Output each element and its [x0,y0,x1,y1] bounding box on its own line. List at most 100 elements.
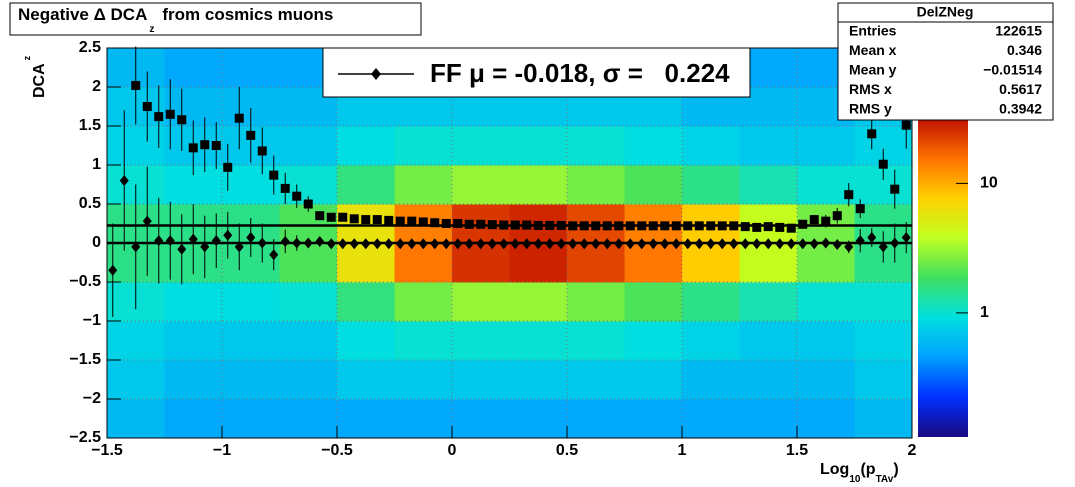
square-marker [533,220,543,230]
diamond-marker [556,238,566,250]
square-marker [694,221,704,231]
color-bar [918,118,968,437]
square-marker [867,129,877,139]
title-box [9,2,422,36]
heat-cell [797,399,855,439]
square-marker [706,221,716,231]
square-marker [786,223,796,233]
heat-cell [682,282,740,322]
diamond-marker [257,237,267,249]
heat-cell [509,399,568,439]
diamond-marker [855,235,865,247]
square-marker [660,221,670,231]
diamond-marker [142,215,152,227]
heat-cell [682,126,740,166]
diamond-marker [131,241,141,253]
stats-value: 0.346 [1007,42,1042,58]
square-marker [901,120,911,130]
diamond-marker [384,238,394,250]
heat-cell [739,399,798,439]
heat-cell [739,243,798,283]
square-marker [809,215,819,225]
square-marker [855,204,865,214]
diamond-marker [499,238,509,250]
square-marker [602,221,612,231]
heat-cell [107,360,165,400]
legend-marker [371,68,381,80]
heat-cell [682,243,740,283]
square-marker [821,216,831,226]
heat-cell [279,399,338,439]
color-bar-axis: 1 10 [956,175,998,321]
square-marker [384,215,394,225]
square-marker [430,218,440,228]
heat-cell [164,48,223,88]
heat-cell [567,126,625,166]
legend-label: FF μ = -0.018, σ = 0.224 [430,58,730,88]
square-marker [372,215,382,225]
diamond-marker [280,235,290,247]
x-axis-label: Log10(pTAv) [820,461,899,484]
y-tick-label: 1 [92,156,101,173]
heat-cell [164,282,223,322]
diamond-marker [809,238,819,250]
heat-cell [739,165,798,205]
diamond-marker [763,238,773,250]
y-tick-label: −1.5 [69,351,101,368]
diamond-marker [740,238,750,250]
heat-cell [164,360,223,400]
diamond-marker [108,264,118,276]
heat-cell [739,360,798,400]
square-marker [752,222,762,232]
stats-name: Entries [849,23,897,39]
diamond-marker [568,238,578,250]
square-marker [200,140,210,150]
square-marker [418,217,428,227]
diamond-marker [441,238,451,250]
heat-cell [394,243,453,283]
diamond-marker [683,238,693,250]
heat-cell [394,321,453,361]
diamond-marker [602,238,612,250]
diamond-marker [200,241,210,253]
square-marker [487,220,497,230]
square-marker [211,141,221,150]
diamond-marker [292,237,302,249]
diamond-marker [361,238,371,250]
diamond-marker [510,238,520,250]
stats-name: Mean x [849,42,897,58]
diamond-marker [326,238,336,250]
heat-cell [739,282,798,322]
diamond-marker [372,238,382,250]
square-marker [395,216,405,226]
diamond-marker [395,238,405,250]
title-part: Negative Δ DCA [18,5,147,24]
markers [108,46,911,318]
square-marker [142,102,152,111]
y-tick-label: 0.5 [79,195,101,212]
square-marker [269,170,279,180]
heat-cell [567,282,625,322]
heat-cell [222,321,280,361]
heat-cell [337,399,395,439]
heat-cell [279,126,338,166]
square-marker [349,214,359,224]
z-tick-label: 10 [980,175,998,192]
heat-cell [107,399,165,439]
y-tick-label: 2.5 [79,39,101,56]
heat-cell [394,282,453,322]
heat-cell [337,282,395,322]
heat-cell [337,243,395,283]
diamond-marker [878,241,888,253]
diamond-marker [234,241,244,253]
square-marker [223,162,233,172]
heat-cell [854,360,913,400]
square-marker [717,221,727,231]
diamond-marker [786,238,796,250]
diamond-marker [487,238,497,250]
y-axis-label: DCA z [22,55,48,98]
heat-cell [164,87,223,127]
x-tick-label: 1.5 [786,442,808,459]
square-marker [315,211,325,221]
stats-rows: Entries 122615 Mean x 0.346 Mean y −0.01514 RM… [849,23,1042,117]
